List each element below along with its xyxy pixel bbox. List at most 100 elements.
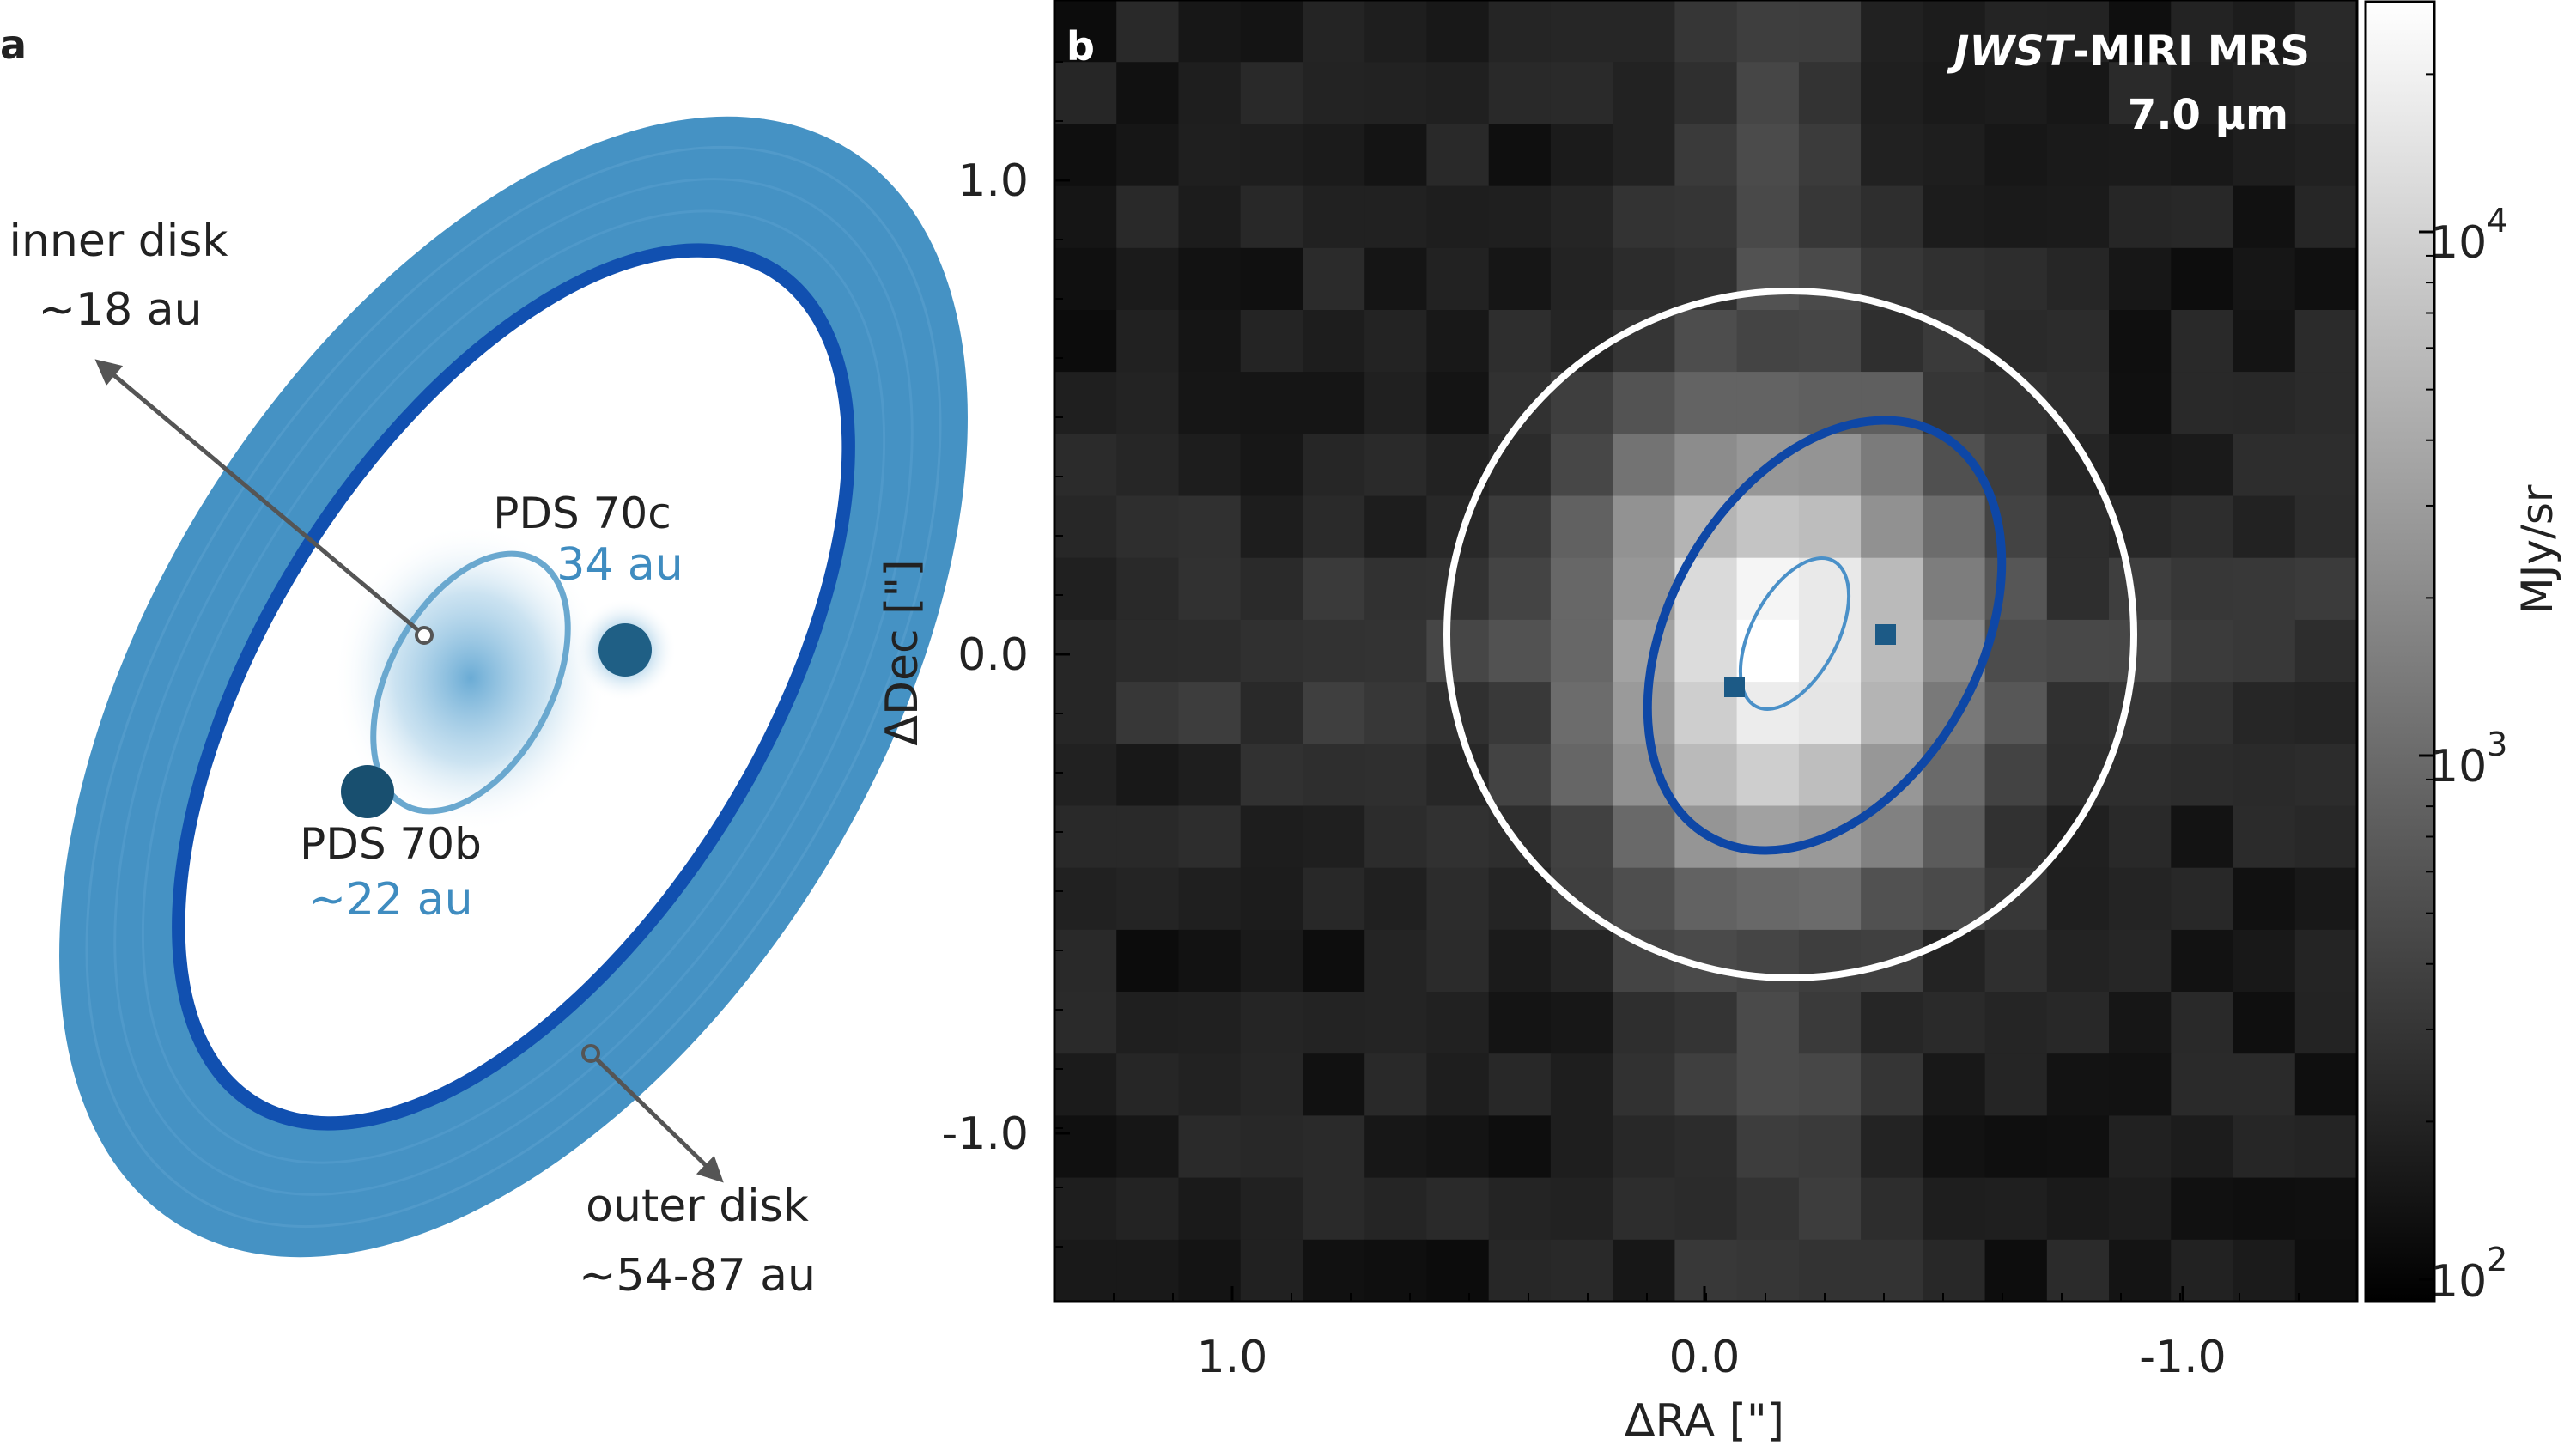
image-pixel xyxy=(2171,867,2234,931)
image-pixel xyxy=(1054,1177,1117,1241)
image-pixel xyxy=(2233,434,2296,497)
image-pixel xyxy=(1054,372,1117,434)
image-pixel xyxy=(1736,310,1800,373)
image-pixel xyxy=(1116,682,1179,744)
inner-disk xyxy=(333,524,608,833)
image-pixel xyxy=(1426,867,1490,931)
image-pixel xyxy=(1116,1177,1179,1241)
image-pixel xyxy=(1426,1115,1490,1179)
instrument-name: JWST xyxy=(1947,27,2075,76)
colorbar-tick-3-exp: 2 xyxy=(2487,1241,2507,1278)
image-pixel xyxy=(1426,1177,1490,1241)
image-pixel xyxy=(2171,0,2234,63)
image-pixel xyxy=(2046,495,2110,559)
image-pixel xyxy=(1984,185,2048,249)
image-pixel xyxy=(1240,1177,1303,1241)
image-pixel xyxy=(2046,247,2110,311)
image-pixel xyxy=(2109,805,2172,869)
image-pixel xyxy=(1613,372,1675,434)
image-pixel xyxy=(1240,557,1303,621)
image-pixel xyxy=(1364,62,1427,124)
y-tick-3: -1.0 xyxy=(942,1108,1029,1160)
image-pixel xyxy=(1798,1115,1862,1179)
image-pixel xyxy=(2171,434,2234,497)
panel-a: a inner disk ~18 au PDS 70c 34 au PDS 70… xyxy=(0,21,968,1302)
image-pixel xyxy=(2109,124,2172,187)
image-pixel xyxy=(1178,619,1242,683)
image-pixel xyxy=(1923,495,1986,559)
image-pixel xyxy=(1054,619,1117,683)
image-pixel xyxy=(1364,124,1427,187)
image-pixel xyxy=(2109,1053,2172,1116)
image-pixel xyxy=(1054,185,1117,249)
image-pixel xyxy=(1674,1053,1738,1116)
image-pixel xyxy=(1488,310,1552,373)
image-pixel xyxy=(1923,557,1986,621)
image-pixel xyxy=(1178,992,1242,1054)
image-pixel xyxy=(1736,62,1800,124)
image-pixel xyxy=(1303,1177,1365,1241)
image-pixel xyxy=(2294,929,2357,993)
image-pixel xyxy=(1736,867,1800,931)
image-pixel xyxy=(2171,1239,2234,1302)
image-pixel xyxy=(1426,992,1490,1054)
image-pixel xyxy=(1364,1053,1427,1116)
image-pixel xyxy=(1736,0,1800,63)
image-pixel xyxy=(2233,1053,2296,1116)
image-pixel xyxy=(1488,929,1552,993)
image-pixel xyxy=(2046,1177,2110,1241)
image-pixel xyxy=(1861,185,1923,249)
image-pixel xyxy=(1303,929,1365,993)
image-pixel xyxy=(2294,185,2357,249)
image-pixel xyxy=(1488,1177,1552,1241)
image-pixel xyxy=(2233,992,2296,1054)
image-pixel xyxy=(1054,1239,1117,1302)
image-pixel xyxy=(1178,372,1242,434)
image-pixel xyxy=(1798,867,1862,931)
image-pixel xyxy=(2171,557,2234,621)
image-pixel xyxy=(1178,682,1242,744)
image-pixel xyxy=(1488,185,1552,249)
image-pixel xyxy=(1178,247,1242,311)
image-pixel xyxy=(1798,1239,1862,1302)
inner-disk-arrow xyxy=(94,359,426,637)
image-pixel xyxy=(1303,434,1365,497)
image-pixel xyxy=(1550,1053,1613,1116)
image-pixel xyxy=(2109,310,2172,373)
image-pixel xyxy=(2046,992,2110,1054)
image-pixel xyxy=(2233,372,2296,434)
image-pixel xyxy=(1178,867,1242,931)
image-pixel xyxy=(1240,929,1303,993)
image-pixel xyxy=(1674,992,1738,1054)
image-pixel xyxy=(1240,62,1303,124)
image-pixel xyxy=(1923,185,1986,249)
planet-c-dist: 34 au xyxy=(556,539,683,591)
image-pixel xyxy=(1116,124,1179,187)
image-pixel xyxy=(2046,310,2110,373)
image-pixel xyxy=(1550,619,1613,683)
image-pixel xyxy=(1923,805,1986,869)
image-pixel xyxy=(1923,0,1986,63)
image-pixel xyxy=(1984,1115,2048,1179)
image-pixel xyxy=(1798,682,1862,744)
image-pixel xyxy=(1426,805,1490,869)
image-pixel xyxy=(1240,1115,1303,1179)
colorbar-tick-1-exp: 4 xyxy=(2487,202,2507,240)
image-pixel xyxy=(1178,557,1242,621)
image-pixel xyxy=(2109,929,2172,993)
image-pixel xyxy=(1984,682,2048,744)
x-axis-label: ΔRA ["] xyxy=(1625,1395,1784,1445)
image-pixel xyxy=(2233,1177,2296,1241)
image-pixel xyxy=(1923,372,1986,434)
image-pixel xyxy=(2294,1239,2357,1302)
image-pixel xyxy=(1488,992,1552,1054)
image-pixel xyxy=(1488,247,1552,311)
image-pixel xyxy=(2233,247,2296,311)
image-pixel xyxy=(1364,929,1427,993)
miri-image xyxy=(1054,0,2357,1302)
image-pixel xyxy=(1984,1053,2048,1116)
image-pixel xyxy=(1798,310,1862,373)
image-pixel xyxy=(2046,372,2110,434)
image-pixel xyxy=(1550,247,1613,311)
image-pixel xyxy=(2046,557,2110,621)
